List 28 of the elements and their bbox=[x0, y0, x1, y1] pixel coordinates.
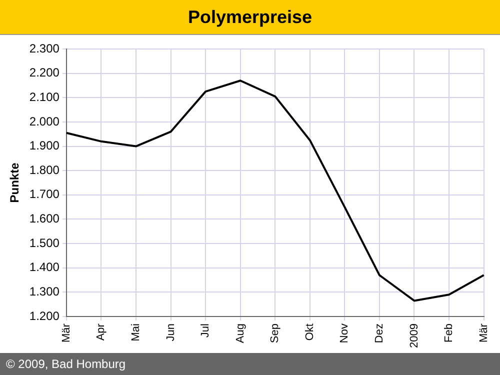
y-tick-label: 1.900 bbox=[29, 138, 60, 153]
y-tick-label: 2.200 bbox=[29, 66, 60, 80]
chart-title: Polymerpreise bbox=[0, 0, 500, 35]
x-tick-label: Aug bbox=[234, 324, 246, 344]
y-tick-label: 1.300 bbox=[29, 284, 60, 299]
text: © 2009, Bad Homburg bbox=[0, 353, 500, 375]
y-axis-title: Punkte bbox=[8, 162, 22, 203]
x-tick-label: Dez bbox=[373, 324, 386, 344]
x-tick-label: Jun bbox=[164, 324, 177, 342]
x-tick-label: Okt bbox=[304, 324, 316, 341]
y-tick-label: 2.000 bbox=[29, 114, 60, 128]
y-tick-label: 2.300 bbox=[29, 41, 60, 56]
x-tick-label: Sep bbox=[269, 324, 282, 344]
x-tick-label: Apr bbox=[95, 323, 108, 341]
x-tick-label: Mär bbox=[478, 323, 490, 342]
y-tick-label: 1.600 bbox=[29, 212, 60, 226]
y-tick-label: 2.100 bbox=[29, 90, 60, 104]
x-tick-label: Mär bbox=[60, 323, 72, 342]
x-tick-label: Feb bbox=[443, 324, 456, 342]
x-tick-label: Jul bbox=[200, 324, 212, 338]
y-tick-label: 1.400 bbox=[29, 260, 60, 274]
x-tick-label: 2009 bbox=[408, 324, 420, 348]
y-tick-label: 1.700 bbox=[29, 187, 60, 202]
y-tick-label: 1.800 bbox=[29, 162, 60, 177]
y-tick-label: 1.500 bbox=[29, 236, 60, 250]
x-tick-label: Mai bbox=[130, 324, 142, 342]
y-tick-label: 1.200 bbox=[29, 308, 60, 323]
x-tick-label: Nov bbox=[338, 323, 351, 344]
